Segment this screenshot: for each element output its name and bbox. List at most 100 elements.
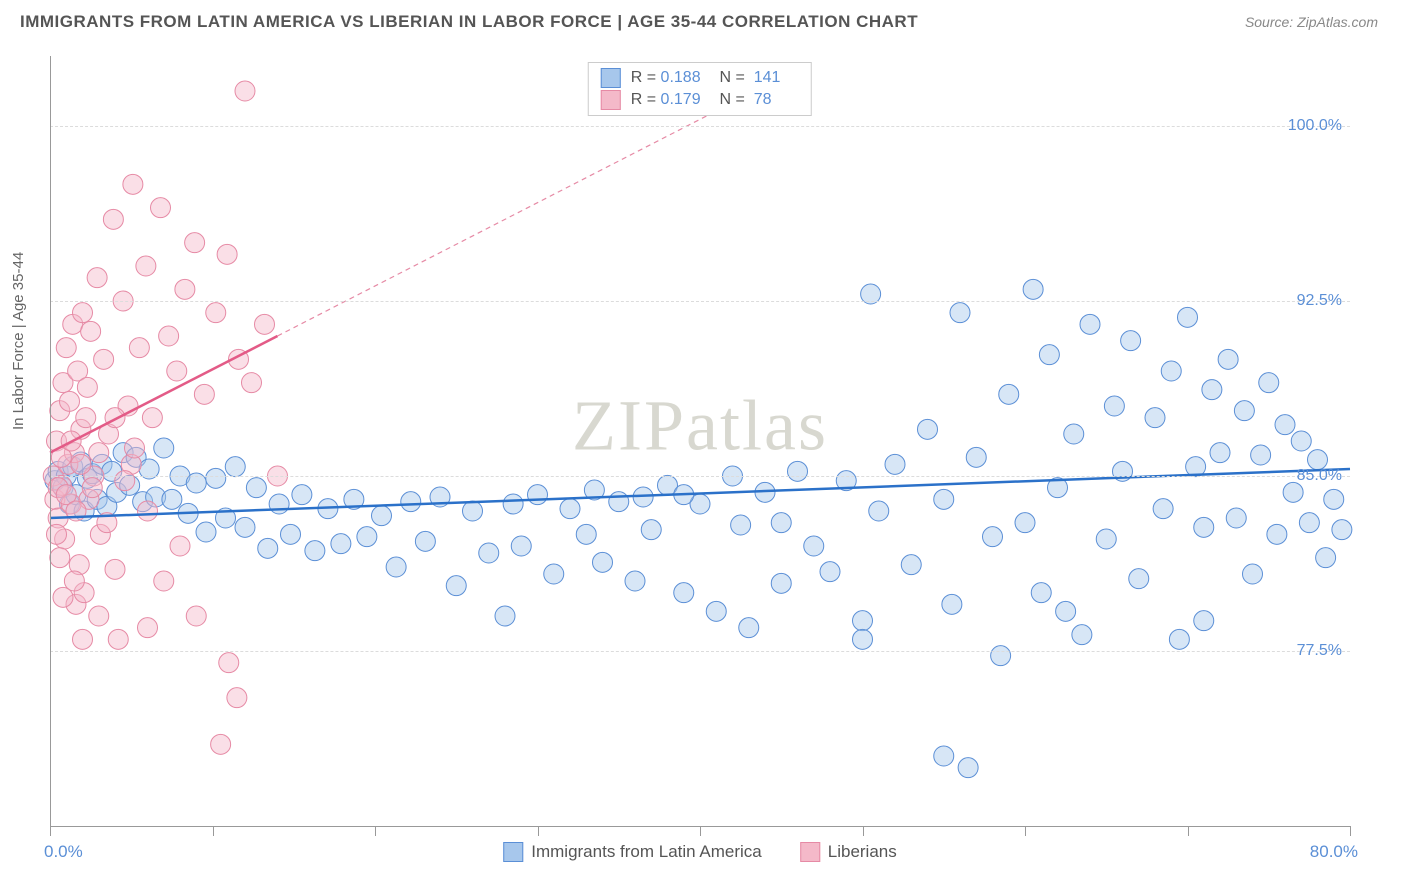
x-tick [1188,826,1189,836]
data-point [1178,307,1198,327]
data-point [576,524,596,544]
data-point [1283,482,1303,502]
data-point [966,447,986,467]
data-point [225,457,245,477]
data-point [983,527,1003,547]
data-point [1291,431,1311,451]
data-point [170,536,190,556]
data-point [194,384,214,404]
data-point [415,531,435,551]
data-point [151,198,171,218]
data-point [1234,401,1254,421]
legend-item: Liberians [800,842,897,862]
data-point [1023,279,1043,299]
data-point [446,576,466,596]
data-point [1226,508,1246,528]
data-point [386,557,406,577]
grid-line [50,476,1350,477]
data-point [739,618,759,638]
data-point [1056,601,1076,621]
y-axis-label: In Labor Force | Age 35-44 [10,252,27,430]
data-point [1153,499,1173,519]
data-point [331,534,351,554]
stats-text: R = 0.179 N = 78 [631,91,799,109]
data-point [50,548,70,568]
chart-header: IMMIGRANTS FROM LATIN AMERICA VS LIBERIA… [0,0,1406,40]
data-point [235,81,255,101]
data-point [771,573,791,593]
data-point [641,520,661,540]
data-point [103,209,123,229]
data-point [196,522,216,542]
data-point [901,555,921,575]
data-point [991,646,1011,666]
data-point [138,618,158,638]
x-tick [1350,826,1351,836]
legend-label: Immigrants from Latin America [531,842,762,862]
data-point [77,377,97,397]
data-point [593,552,613,572]
data-point [81,321,101,341]
data-point [281,524,301,544]
data-point [950,303,970,323]
data-point [1161,361,1181,381]
data-point [1267,524,1287,544]
x-tick [213,826,214,836]
data-point [706,601,726,621]
data-point [142,408,162,428]
data-point [258,538,278,558]
x-tick [375,826,376,836]
data-point [82,478,102,498]
data-point [246,478,266,498]
data-point [105,559,125,579]
x-axis-max-label: 80.0% [1310,842,1358,862]
data-point [87,268,107,288]
grid-line [50,651,1350,652]
data-point [159,326,179,346]
data-point [89,443,109,463]
data-point [211,734,231,754]
data-point [934,489,954,509]
data-point [958,758,978,778]
data-point [154,571,174,591]
data-point [1259,373,1279,393]
data-point [560,499,580,519]
data-point [53,587,73,607]
data-point [544,564,564,584]
legend-swatch [503,842,523,862]
data-point [1129,569,1149,589]
data-point [94,349,114,369]
x-tick [1025,826,1026,836]
data-point [167,361,187,381]
data-point [175,279,195,299]
data-point [1202,380,1222,400]
x-axis-min-label: 0.0% [44,842,83,862]
data-point [162,489,182,509]
data-point [1251,445,1271,465]
data-point [479,543,499,563]
data-point [206,468,226,488]
data-point [305,541,325,561]
legend-label: Liberians [828,842,897,862]
legend-swatch [601,68,621,88]
data-point [227,688,247,708]
data-point [674,583,694,603]
data-point [1169,629,1189,649]
y-tick-label: 92.5% [1297,292,1342,310]
data-point [1275,415,1295,435]
legend-item: Immigrants from Latin America [503,842,762,862]
data-point [60,391,80,411]
data-point [292,485,312,505]
data-point [771,513,791,533]
x-tick [538,826,539,836]
grid-line [50,126,1350,127]
stats-legend-row: R = 0.179 N = 78 [601,89,799,111]
data-point [999,384,1019,404]
data-point [1015,513,1035,533]
x-tick [700,826,701,836]
data-point [853,611,873,631]
data-point [125,438,145,458]
chart-title: IMMIGRANTS FROM LATIN AMERICA VS LIBERIA… [20,12,918,32]
data-point [1031,583,1051,603]
y-tick-label: 100.0% [1288,117,1342,135]
